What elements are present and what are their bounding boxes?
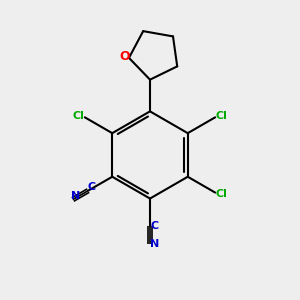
Text: Cl: Cl xyxy=(215,111,227,121)
Text: Cl: Cl xyxy=(73,111,85,121)
Text: Cl: Cl xyxy=(215,189,227,199)
Text: N: N xyxy=(150,239,160,249)
Text: C: C xyxy=(151,221,159,231)
Text: O: O xyxy=(120,50,130,63)
Text: C: C xyxy=(87,182,95,192)
Text: N: N xyxy=(71,190,80,201)
